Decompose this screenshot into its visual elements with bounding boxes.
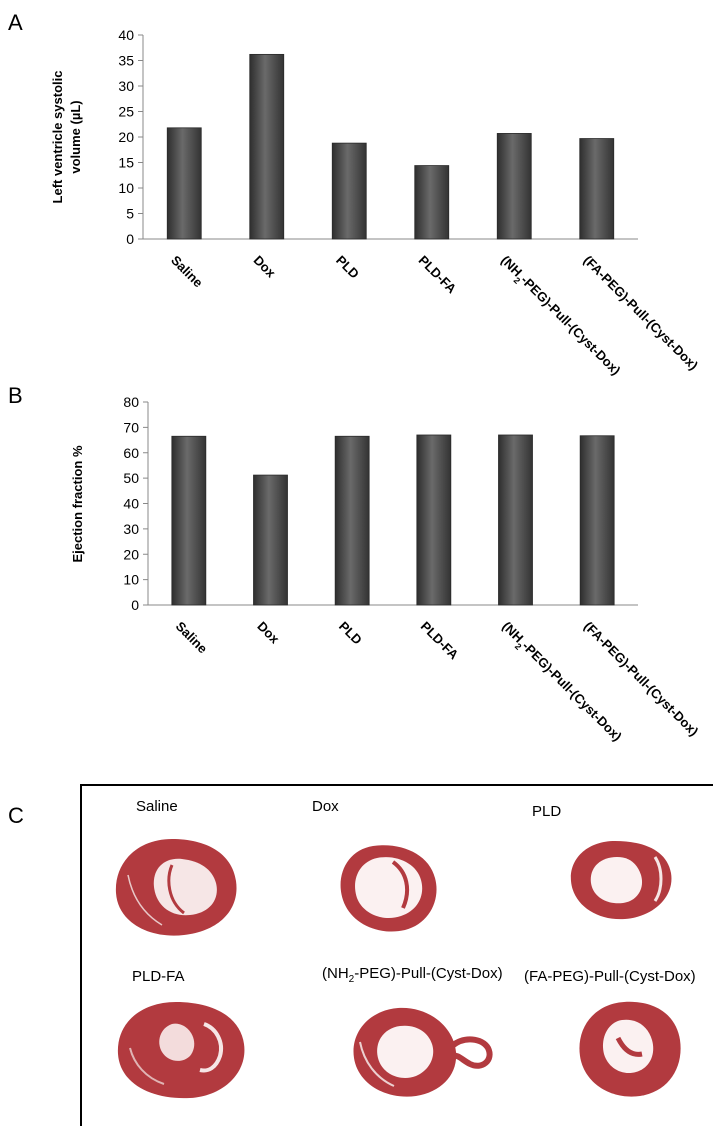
chart-b-bar — [253, 474, 288, 606]
chart-a-x-tick-label: PLD-FA — [416, 253, 460, 297]
chart-b-y-tick-label: 0 — [131, 597, 139, 613]
chart-b-bar — [171, 435, 207, 606]
chart-a-y-tick-label: 20 — [118, 129, 134, 145]
chart-a-y-tick-label: 30 — [118, 78, 134, 94]
chart-b-y-tick-label: 50 — [123, 470, 139, 486]
chart-a-bar — [579, 138, 615, 240]
chart-b-x-tick-label: Dox — [254, 619, 283, 648]
heart-section-nh2-peg — [353, 1007, 493, 1097]
chart-b-bar — [498, 434, 533, 606]
chart-a-bar — [331, 142, 367, 240]
chart-b-x-tick-label: PLD-FA — [418, 619, 462, 663]
chart-b-x-tick-label: PLD — [336, 619, 365, 648]
chart-b-y-tick-label: 10 — [123, 572, 139, 588]
panel-a-letter: A — [8, 10, 23, 35]
chart-b-y-tick-label: 20 — [123, 546, 139, 562]
chart-a-bar — [496, 133, 532, 240]
chart-b-y-tick-label: 40 — [123, 496, 139, 512]
histology-label-pld-fa: PLD-FA — [132, 968, 185, 985]
histology-label-fa-peg: (FA-PEG)-Pull-(Cyst-Dox) — [524, 968, 696, 985]
histology-frame — [80, 784, 713, 1126]
chart-a-y-axis-label: Left ventricle systolic — [50, 71, 65, 204]
histology-label-saline: Saline — [136, 798, 178, 815]
chart-a-bar — [414, 165, 450, 240]
chart-a-y-tick-label: 35 — [118, 53, 134, 69]
chart-b-bar — [416, 434, 452, 606]
heart-section-pld-fa — [117, 1002, 245, 1099]
panel-b-letter: B — [8, 383, 23, 408]
heart-section-fa-peg — [579, 1001, 681, 1097]
chart-a-x-tick-label: Saline — [168, 253, 206, 291]
heart-section-dox — [340, 845, 437, 932]
chart-b-y-tick-label: 70 — [123, 419, 139, 435]
heart-section-pld — [570, 841, 672, 920]
chart-a-y-axis-label-2: volume (µL) — [68, 100, 83, 173]
histology-label-pld: PLD — [532, 803, 562, 820]
chart-a-y-tick-label: 40 — [118, 27, 134, 43]
chart-a-x-tick-label: Dox — [251, 253, 280, 282]
chart-a-bar — [166, 127, 202, 240]
panel-c-letter: C — [8, 803, 24, 828]
chart-a-y-tick-label: 0 — [126, 231, 134, 247]
chart-b-bar — [334, 435, 370, 606]
chart-b-y-tick-label: 60 — [123, 445, 139, 461]
chart-b-y-tick-label: 30 — [123, 521, 139, 537]
histology-label-dox: Dox — [312, 798, 339, 815]
chart-a-bar — [249, 53, 285, 240]
chart-a-x-tick-label: PLD — [333, 253, 362, 282]
chart-a-y-tick-label: 15 — [118, 155, 134, 171]
chart-b-x-tick-label: Saline — [173, 619, 211, 657]
chart-b-y-tick-label: 80 — [123, 394, 139, 410]
chart-b-bar — [579, 435, 615, 606]
histology-label-nh2-peg: (NH2-PEG)-Pull-(Cyst-Dox) — [322, 965, 503, 985]
chart-a-y-tick-label: 10 — [118, 180, 134, 196]
chart-b-y-axis-label: Ejection fraction % — [70, 445, 85, 562]
chart-a-y-tick-label: 25 — [118, 104, 134, 120]
chart-a-y-tick-label: 5 — [126, 206, 134, 222]
heart-section-saline — [115, 839, 237, 936]
